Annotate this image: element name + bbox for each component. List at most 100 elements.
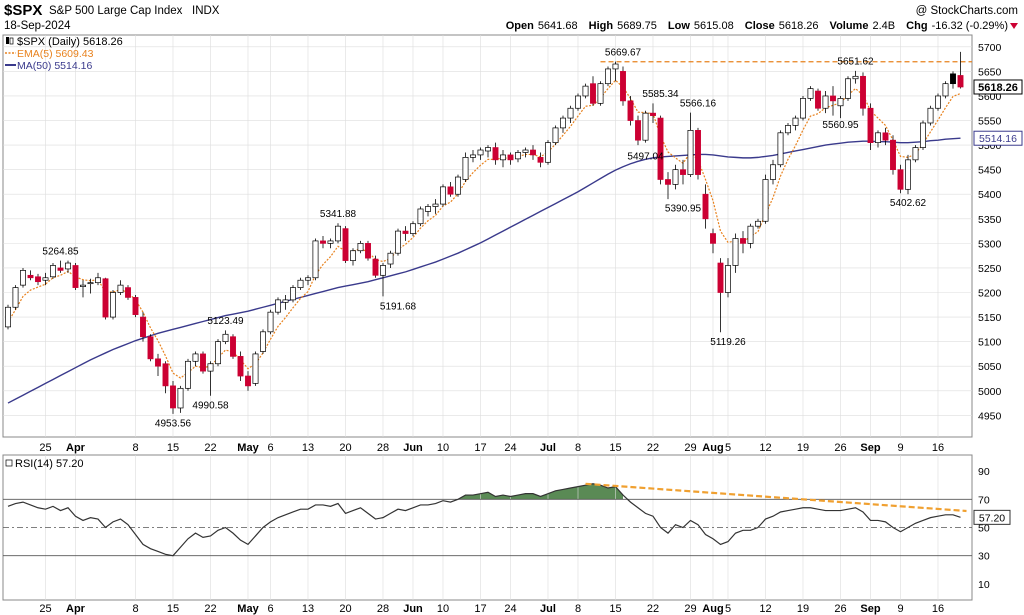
- candle-body: [935, 95, 941, 109]
- rsi-tick-label: 50: [978, 523, 990, 535]
- candle: [935, 93, 941, 111]
- candle-body: [305, 277, 311, 281]
- date-tick-label: Apr: [66, 603, 86, 615]
- candle-body: [957, 75, 964, 88]
- candle: [162, 361, 169, 394]
- candle: [762, 174, 769, 224]
- candle-body: [597, 83, 604, 104]
- candle: [845, 76, 851, 101]
- candle: [777, 130, 784, 168]
- candle-body: [612, 63, 619, 70]
- candle: [567, 105, 574, 123]
- date-tick-label: 22: [647, 603, 659, 615]
- candle: [747, 223, 754, 249]
- candle: [12, 285, 19, 310]
- candle: [207, 361, 214, 396]
- candle-body: [267, 311, 274, 333]
- candle: [252, 351, 259, 386]
- candle-body: [800, 98, 806, 119]
- candle-body: [852, 75, 859, 80]
- price-tick-label: 5150: [978, 312, 1002, 324]
- candle-legend-icon: [6, 37, 9, 44]
- candle: [215, 339, 221, 367]
- date-axis-top: 25 Apr 8 15 22 May 6 13 20 28 Jun 10 17 24 Jul 8 15 22 29 A…: [39, 442, 944, 454]
- date-tick-label: 10: [437, 603, 449, 615]
- candle-body: [807, 88, 814, 99]
- candle-body: [650, 112, 656, 116]
- date-tick-label: 8: [575, 442, 581, 454]
- date-tick-label: Sep: [860, 442, 880, 454]
- price-tick-label: 5700: [978, 42, 1002, 54]
- candle: [417, 206, 424, 227]
- candle: [627, 95, 634, 126]
- candle: [552, 125, 559, 146]
- candle: [905, 154, 911, 195]
- candle: [477, 147, 484, 160]
- candle: [395, 228, 401, 256]
- date-tick-label: 28: [377, 603, 389, 615]
- price-annotation: 5119.26: [710, 337, 746, 348]
- rsi-tick-label: 90: [978, 466, 990, 478]
- candle-body: [417, 208, 424, 225]
- candle-body: [132, 297, 139, 315]
- date-tick-label: Jul: [540, 603, 556, 615]
- candle: [72, 263, 79, 291]
- candle: [605, 66, 611, 87]
- candle-body: [342, 228, 349, 261]
- date-tick-label: 26: [834, 442, 846, 454]
- date-tick-label: Apr: [66, 442, 86, 454]
- date-tick-label: Jun: [403, 603, 423, 615]
- candle-body: [425, 206, 431, 212]
- price-annotation: 5264.85: [42, 247, 79, 258]
- candle-body: [365, 243, 371, 259]
- candle: [732, 233, 739, 273]
- price-annotation: 5585.34: [642, 89, 679, 100]
- rsi-polyline: [7, 483, 961, 557]
- candle-body: [695, 130, 701, 175]
- date-tick-label: 22: [204, 442, 216, 454]
- candle-body: [380, 265, 386, 276]
- candle: [717, 258, 724, 333]
- legend-rsi: RSI(14) 57.20: [15, 458, 83, 470]
- price-tick-label: 5350: [978, 214, 1002, 226]
- candle: [470, 150, 476, 163]
- candle-body: [770, 164, 776, 180]
- candle: [657, 115, 664, 185]
- price-panel-frame: [2, 34, 973, 438]
- candle: [275, 297, 281, 315]
- ohlc-readout: Open 5641.68 High 5689.75 Low 5615.08 Close…: [506, 20, 1008, 32]
- price-tick-label: 5300: [978, 238, 1002, 250]
- candle: [102, 277, 109, 320]
- candle-body: [590, 83, 596, 104]
- candle: [125, 285, 131, 300]
- candle-body: [740, 238, 746, 244]
- candle-body: [830, 95, 836, 102]
- candle-body: [657, 117, 664, 180]
- chg-label: Chg: [906, 20, 927, 32]
- candle-body: [327, 240, 334, 244]
- candle: [912, 145, 919, 163]
- candle-body: [710, 233, 716, 244]
- candle-body: [170, 385, 176, 409]
- candle-body: [620, 71, 626, 102]
- price-annotation: 5669.67: [605, 48, 642, 59]
- candle-body: [140, 316, 146, 338]
- candle-body: [507, 154, 514, 161]
- price-annotation: 5341.88: [320, 209, 357, 220]
- candle-body: [87, 282, 94, 285]
- candle-body: [875, 132, 881, 143]
- candle-body: [230, 336, 236, 357]
- candle-body: [350, 250, 356, 261]
- date-tick-label: 13: [302, 442, 314, 454]
- candle-body: [665, 179, 671, 185]
- high-label: High: [589, 20, 614, 32]
- candle: [462, 152, 469, 182]
- candle: [597, 81, 604, 106]
- candle-body: [447, 186, 454, 195]
- candle: [507, 152, 514, 165]
- index-name: S&P 500 Large Cap Index: [49, 5, 183, 17]
- date-tick-label: 9: [897, 442, 903, 454]
- candle: [897, 164, 904, 194]
- candle-body: [12, 287, 19, 308]
- candle-body: [372, 258, 379, 276]
